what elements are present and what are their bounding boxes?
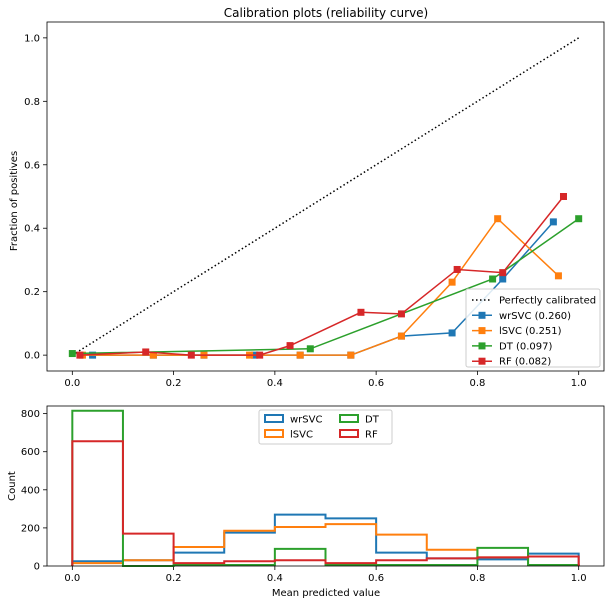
calibration-y-tick-label: 0.0	[24, 351, 40, 362]
calibration-legend-box	[465, 288, 601, 368]
calibration-point	[187, 351, 195, 359]
calibration-y-tick-label: 0.2	[24, 287, 40, 298]
calibration-point	[559, 193, 567, 200]
histogram-legend-label: DT	[365, 415, 380, 426]
calibration-point	[549, 218, 557, 226]
histogram-y-tick-label: 200	[21, 523, 40, 534]
calibration-plot-title: Calibration plots (reliability curve)	[224, 6, 428, 20]
histogram-x-tick-label: 1.0	[571, 573, 587, 584]
histogram-y-axis-label: Count	[7, 471, 18, 501]
legend-swatch-marker	[478, 342, 486, 350]
legend-swatch-marker	[478, 311, 486, 319]
calibration-legend: Perfectly calibrated wrSVC (0.260) lSVC (0…	[465, 288, 601, 368]
calibration-y-axis-label: Fraction of positives	[9, 151, 20, 251]
histogram-ticks: 0.0 0.2 0.4 0.6 0.8 1.0 0 200 400 600 800	[21, 409, 587, 584]
calibration-x-tick-label: 1.0	[571, 378, 587, 389]
calibration-legend-label: wrSVC (0.260)	[499, 311, 571, 322]
calibration-point	[76, 351, 84, 359]
calibration-point	[575, 215, 583, 223]
histogram-legend-label: lSVC	[290, 430, 313, 441]
histogram-x-tick-label: 0.2	[166, 573, 182, 584]
histogram-y-tick-label: 600	[21, 447, 40, 458]
calibration-legend-label: RF (0.082)	[499, 357, 551, 368]
calibration-point	[448, 329, 456, 337]
calibration-legend-label: DT (0.097)	[499, 341, 553, 352]
histogram-legend-swatch	[339, 429, 359, 438]
calibration-legend-label: lSVC (0.251)	[499, 326, 562, 337]
histogram-y-tick-label: 800	[21, 409, 40, 420]
legend-swatch-marker	[478, 327, 486, 335]
legend-swatch-marker	[478, 357, 486, 365]
histogram-legend-label: RF	[365, 430, 378, 441]
calibration-series-line	[79, 196, 565, 356]
histogram-y-tick-label: 400	[21, 485, 40, 496]
histogram-legend-label: wrSVC	[290, 415, 322, 426]
calibration-y-tick-label: 1.0	[24, 33, 40, 44]
calibration-point	[296, 351, 304, 359]
calibration-point	[494, 215, 502, 223]
calibration-point	[142, 348, 150, 356]
calibration-point	[499, 269, 507, 277]
calibration-point	[149, 351, 157, 359]
calibration-point	[68, 350, 76, 358]
histogram-x-tick-label: 0.4	[267, 573, 283, 584]
count-histogram: Mean predicted value Count 0.0 0.2 0.4 0.6 0…	[7, 405, 605, 599]
histogram-y-tick-label: 0	[34, 562, 40, 573]
calibration-legend-label: Perfectly calibrated	[499, 296, 596, 307]
calibration-point	[256, 351, 264, 359]
histogram-legend-swatch	[339, 414, 359, 423]
histogram-legend: wrSVC lSVC DT RF	[258, 409, 393, 445]
calibration-point	[397, 310, 405, 318]
calibration-series	[68, 37, 583, 359]
calibration-plot-frame	[46, 21, 605, 372]
calibration-point	[448, 278, 456, 286]
calibration-point	[499, 275, 507, 283]
calibration-x-tick-label: 0.6	[368, 378, 384, 389]
calibration-ticks: 0.0 0.2 0.4 0.6 0.8 1.0 0.0 0.2 0.4 0.6 0.8 1.0	[24, 33, 587, 389]
histogram-legend-swatch	[264, 414, 284, 423]
calibration-plot: Calibration plots (reliability curve) Fr…	[9, 6, 605, 389]
calibration-x-tick-label: 0.8	[469, 378, 485, 389]
calibration-point	[453, 265, 461, 273]
calibration-series-line	[82, 217, 559, 356]
histogram-x-tick-label: 0.0	[64, 573, 80, 584]
calibration-x-tick-label: 0.4	[267, 378, 283, 389]
histogram-x-tick-label: 0.8	[469, 573, 485, 584]
histogram-step	[71, 440, 580, 566]
histogram-x-axis-label: Mean predicted value	[272, 588, 380, 599]
calibration-point	[489, 275, 497, 283]
histogram-frame	[46, 405, 605, 567]
calibration-y-tick-label: 0.8	[24, 97, 40, 108]
histogram-x-tick-label: 0.6	[368, 573, 384, 584]
calibration-point	[306, 345, 314, 353]
calibration-x-tick-label: 0.2	[166, 378, 182, 389]
histogram-legend-swatch	[264, 429, 284, 438]
calibration-point	[286, 342, 294, 350]
calibration-y-tick-label: 0.4	[24, 224, 40, 235]
calibration-point	[347, 351, 355, 359]
calibration-y-tick-label: 0.6	[24, 160, 40, 171]
calibration-point	[554, 272, 562, 280]
calibration-x-tick-label: 0.0	[64, 378, 80, 389]
calibration-point	[397, 332, 405, 340]
calibration-point	[357, 308, 365, 316]
